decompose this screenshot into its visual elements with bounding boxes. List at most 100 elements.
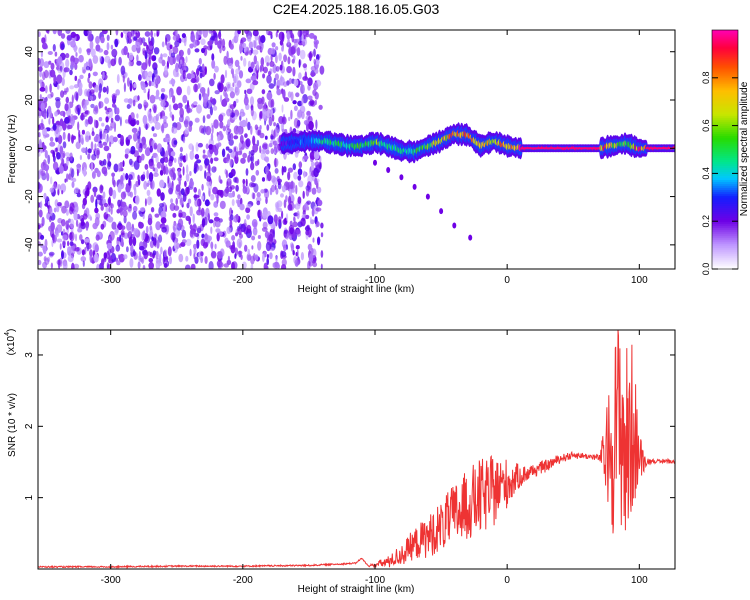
noise-cell xyxy=(157,261,163,267)
noise-cell xyxy=(94,207,99,214)
x-tick-label: -300 xyxy=(101,575,121,586)
colorbar-step xyxy=(712,31,738,35)
noise-cell xyxy=(192,213,195,224)
noise-cell xyxy=(213,216,220,222)
noise-cell xyxy=(52,150,56,158)
noise-cell xyxy=(153,32,156,37)
noise-cell xyxy=(268,143,273,148)
noise-cell xyxy=(63,90,67,95)
colorbar-step xyxy=(712,167,738,171)
x-tick-label: -100 xyxy=(365,275,385,286)
noise-cell xyxy=(60,90,65,98)
noise-cell xyxy=(52,116,55,125)
branch-blob xyxy=(386,167,391,173)
noise-cell xyxy=(49,216,52,223)
noise-cell xyxy=(105,116,109,123)
colorbar-step xyxy=(712,195,738,198)
noise-cell xyxy=(283,81,288,87)
branch-blob xyxy=(468,234,473,241)
noise-cell xyxy=(65,96,70,104)
noise-cell xyxy=(44,85,48,94)
noise-cell xyxy=(181,239,187,244)
noise-cell xyxy=(235,98,239,103)
noise-cell xyxy=(152,115,158,124)
colorbar-step xyxy=(712,179,738,182)
colorbar-step xyxy=(712,161,738,165)
noise-cell xyxy=(150,180,153,189)
noise-cell xyxy=(85,243,92,250)
noise-cell xyxy=(104,97,110,104)
noise-cell xyxy=(164,65,168,76)
noise-cell xyxy=(49,187,54,193)
noise-cell xyxy=(240,157,246,164)
noise-cell xyxy=(210,132,214,141)
noise-cell xyxy=(112,136,118,143)
noise-cell xyxy=(61,205,67,214)
noise-cell xyxy=(90,141,94,151)
noise-cell xyxy=(64,103,69,112)
noise-cell xyxy=(57,258,61,269)
noise-cell xyxy=(200,251,204,257)
noise-cell xyxy=(192,224,197,232)
noise-cell xyxy=(299,49,306,60)
noise-cell xyxy=(290,243,295,252)
noise-cell xyxy=(156,143,163,153)
noise-cell xyxy=(315,119,318,130)
noise-cell xyxy=(78,82,83,90)
noise-cell xyxy=(316,186,322,194)
noise-cell xyxy=(87,148,92,154)
noise-cell xyxy=(90,161,94,172)
noise-cell xyxy=(251,245,254,250)
noise-cell xyxy=(294,203,301,210)
noise-cell xyxy=(110,207,113,215)
noise-cell xyxy=(293,256,298,264)
noise-cell xyxy=(89,40,94,50)
noise-cell xyxy=(273,214,278,224)
noise-cell xyxy=(251,73,257,82)
x-tick-label: 0 xyxy=(504,575,510,586)
noise-cell xyxy=(95,212,101,220)
noise-cell xyxy=(219,30,221,35)
colorbar-step xyxy=(712,87,738,91)
noise-cell xyxy=(185,56,188,63)
noise-cell xyxy=(204,158,210,166)
noise-cell xyxy=(260,57,265,67)
noise-cell xyxy=(140,81,146,91)
noise-cell xyxy=(281,104,284,113)
noise-cell xyxy=(110,203,114,209)
noise-cell xyxy=(246,88,253,95)
noise-cell xyxy=(131,127,138,133)
noise-cell xyxy=(250,125,253,135)
noise-cell xyxy=(190,73,195,80)
noise-cell xyxy=(219,179,223,184)
noise-cell xyxy=(314,161,320,169)
noise-cell xyxy=(194,232,200,237)
noise-cell xyxy=(273,129,276,140)
noise-cell xyxy=(300,252,304,261)
svg-text:(x104): (x104) xyxy=(4,329,17,356)
noise-cell xyxy=(138,222,144,229)
noise-cell xyxy=(225,170,229,179)
noise-cell xyxy=(245,138,251,148)
noise-cell xyxy=(252,143,259,153)
noise-cell xyxy=(139,207,145,213)
noise-cell xyxy=(209,106,213,116)
noise-cell xyxy=(179,174,182,179)
noise-cell xyxy=(240,112,243,118)
noise-cell xyxy=(39,94,42,101)
noise-cell xyxy=(182,136,186,144)
noise-cell xyxy=(223,86,228,92)
noise-cell xyxy=(122,75,125,83)
colorbar-step xyxy=(712,107,738,111)
noise-cell xyxy=(298,161,303,169)
noise-cell xyxy=(229,132,234,141)
noise-cell xyxy=(90,194,95,203)
noise-cell xyxy=(313,48,316,57)
noise-cell xyxy=(283,166,287,173)
x-tick-label: -200 xyxy=(233,575,253,586)
noise-cell xyxy=(190,33,196,43)
noise-cell xyxy=(83,166,87,177)
colorbar-step xyxy=(712,199,738,202)
colorbar-step xyxy=(712,139,738,143)
noise-cell xyxy=(134,41,141,49)
